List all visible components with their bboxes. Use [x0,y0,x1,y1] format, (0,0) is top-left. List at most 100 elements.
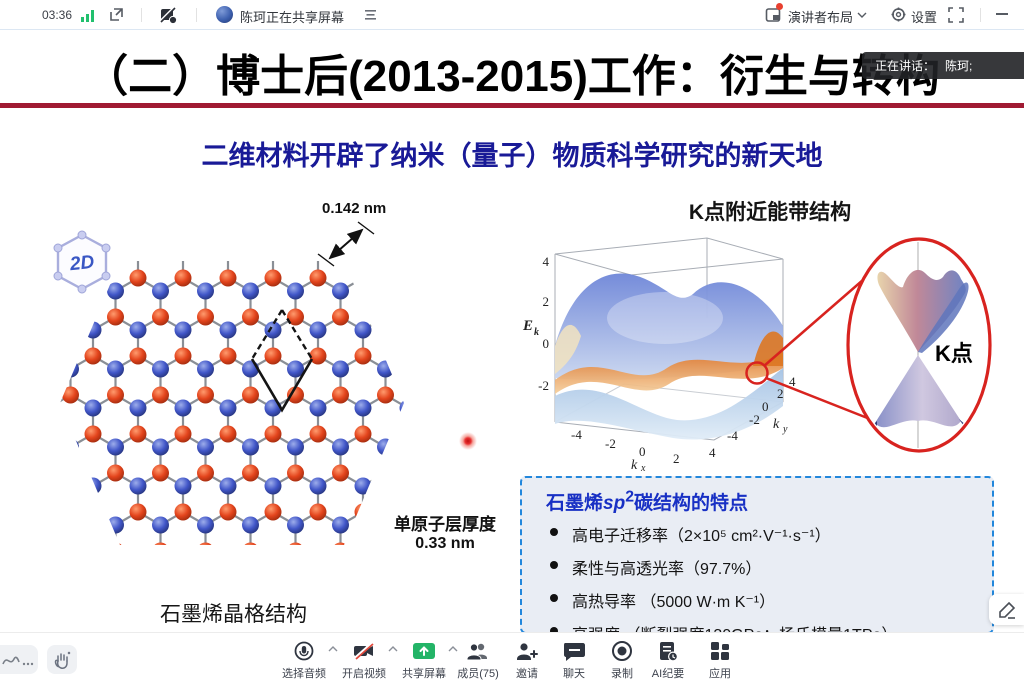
settings-button[interactable]: 设置 [911,10,938,25]
band-structure-3d-plot: 4 2 0 -2 E k -4 -2 0 2 4 k x 4 2 0 -2 -4… [522,237,796,471]
toolbar-members-button[interactable]: 成员(75) [452,638,504,680]
notification-badge [776,3,783,10]
monolayer-thickness-label: 单原子层厚度 0.33 nm [394,515,496,552]
slide-title: （二）博士后(2013-2015)工作：衍生与转构 [84,52,940,101]
svg-text:-4: -4 [571,427,582,442]
toolbar-invite-button[interactable]: 邀请 [503,638,551,680]
speaker-name: 陈珂; [945,59,973,73]
menu-lines-icon[interactable] [364,9,377,21]
svg-text:2: 2 [777,386,784,401]
audio-muted-icon[interactable] [158,5,178,25]
k-point-label: K点 [935,341,973,366]
fullscreen-icon[interactable] [948,7,964,23]
svg-text:k: k [631,458,638,471]
svg-text:4: 4 [789,374,796,389]
svg-text:4: 4 [709,445,716,460]
speaking-indicator: 正在讲话： 陈珂; [862,52,1024,79]
feature-item: 柔性与高透光率（97.7%） [550,555,982,579]
raised-hand-icon [54,651,71,669]
bond-length-label: 0.142 nm [322,200,387,217]
features-title: 石墨烯sp2碳结构的特点 [546,488,749,514]
svg-text:k: k [773,417,780,432]
graphene-features-box: 石墨烯sp2碳结构的特点 高电子迁移率（2×10⁵ cm²·V⁻¹·s⁻¹） 柔… [520,476,994,632]
layout-button[interactable]: 演讲者布局 [788,10,854,25]
bullet-dot [550,594,558,602]
topbar-divider [196,8,197,22]
svg-text:-2: -2 [538,378,549,393]
shared-slide: （二）博士后(2013-2015)工作：衍生与转构 二维材料开辟了纳米（量子）物… [0,30,1024,632]
record-icon [612,641,632,661]
2d-logo-text: 2D [68,252,96,276]
lattice-caption: 石墨烯晶格结构 [160,603,307,626]
chevron-up-icon[interactable] [388,646,398,653]
svg-text:0: 0 [639,444,646,459]
bullet-dot [550,561,558,569]
svg-text:E: E [522,318,533,334]
sharing-status-text: 陈珂正在共享屏幕 [240,10,345,25]
bond-length-arrow [317,221,375,267]
popout-window-icon[interactable] [108,6,125,23]
laser-pointer-dot [459,432,477,450]
title-rule [0,103,1024,108]
annotation-pen-button[interactable] [989,594,1024,625]
raise-hand-button[interactable] [47,645,77,674]
toolbar-video-button[interactable]: 开启视频 [340,638,398,680]
svg-text:2: 2 [543,294,550,309]
svg-text:y: y [782,424,788,435]
toolbar-record-button[interactable]: 录制 [598,638,646,680]
meeting-toolbar: 选择音频 开启视频 共享屏幕 [0,632,1024,682]
chat-icon [564,643,585,661]
pencil-icon [998,601,1015,619]
svg-text:-2: -2 [605,436,616,451]
toolbar-chat-button[interactable]: 聊天 [550,638,598,680]
feature-item: 高强度 （断裂强度130GPa；杨氏模量1TPa） [550,621,982,632]
ai-notes-icon [660,642,679,662]
dirac-cones [861,242,975,448]
feature-item: 高电子迁移率（2×10⁵ cm²·V⁻¹·s⁻¹） [550,522,982,546]
scribble-icon [2,656,34,665]
headset-icon [294,641,314,661]
feature-item: 高热导率 （5000 W·m K⁻¹） [550,588,982,612]
svg-text:-2: -2 [749,412,760,427]
meeting-topbar: 03:36 陈珂正在共享屏幕 演讲者布局 [0,0,1024,30]
2d-hexagon-logo: 2D [53,230,111,294]
k-point-inset: K点 [745,237,992,453]
signal-strength-icon [81,10,94,22]
chevron-up-icon[interactable] [328,646,338,653]
bullet-dot [550,627,558,632]
svg-text:-4: -4 [727,428,738,443]
invite-icon [517,643,538,660]
gear-icon[interactable] [890,6,907,23]
members-icon [466,643,487,661]
toolbar-share-screen-button[interactable]: 共享屏幕 [400,638,458,680]
svg-text:x: x [640,463,646,471]
dirac-point-circle [745,361,769,385]
annotation-tools-button[interactable] [0,645,38,674]
toolbar-audio-button[interactable]: 选择音频 [280,638,338,680]
toolbar-apps-button[interactable]: 应用 [696,638,744,680]
band-plot-title: K点附近能带结构 [688,201,852,224]
chevron-up-icon[interactable] [448,646,458,653]
svg-text:0: 0 [762,399,769,414]
unit-cell-rhombus [250,309,314,413]
camera-off-icon [354,642,374,660]
svg-text:k: k [534,327,539,338]
meeting-timer: 03:36 [42,8,73,22]
speaking-prefix: 正在讲话： [875,59,936,73]
svg-text:2: 2 [673,451,680,466]
svg-text:4: 4 [543,254,550,269]
slide-subtitle: 二维材料开辟了纳米（量子）物质科学研究的新天地 [201,141,823,171]
minimize-icon[interactable] [996,13,1008,16]
svg-text:0: 0 [543,336,550,351]
presenter-avatar [216,6,233,23]
topbar-divider [141,8,142,22]
zoom-callout-lines [745,272,876,423]
chevron-down-icon[interactable] [857,12,867,19]
topbar-divider [980,8,981,22]
speaker-layout-icon[interactable] [765,6,783,24]
toolbar-ai-notes-button[interactable]: AI纪要 [642,638,694,680]
apps-icon [711,642,729,660]
screen-share-icon [413,643,435,659]
graphene-lattice-figure [60,261,404,545]
